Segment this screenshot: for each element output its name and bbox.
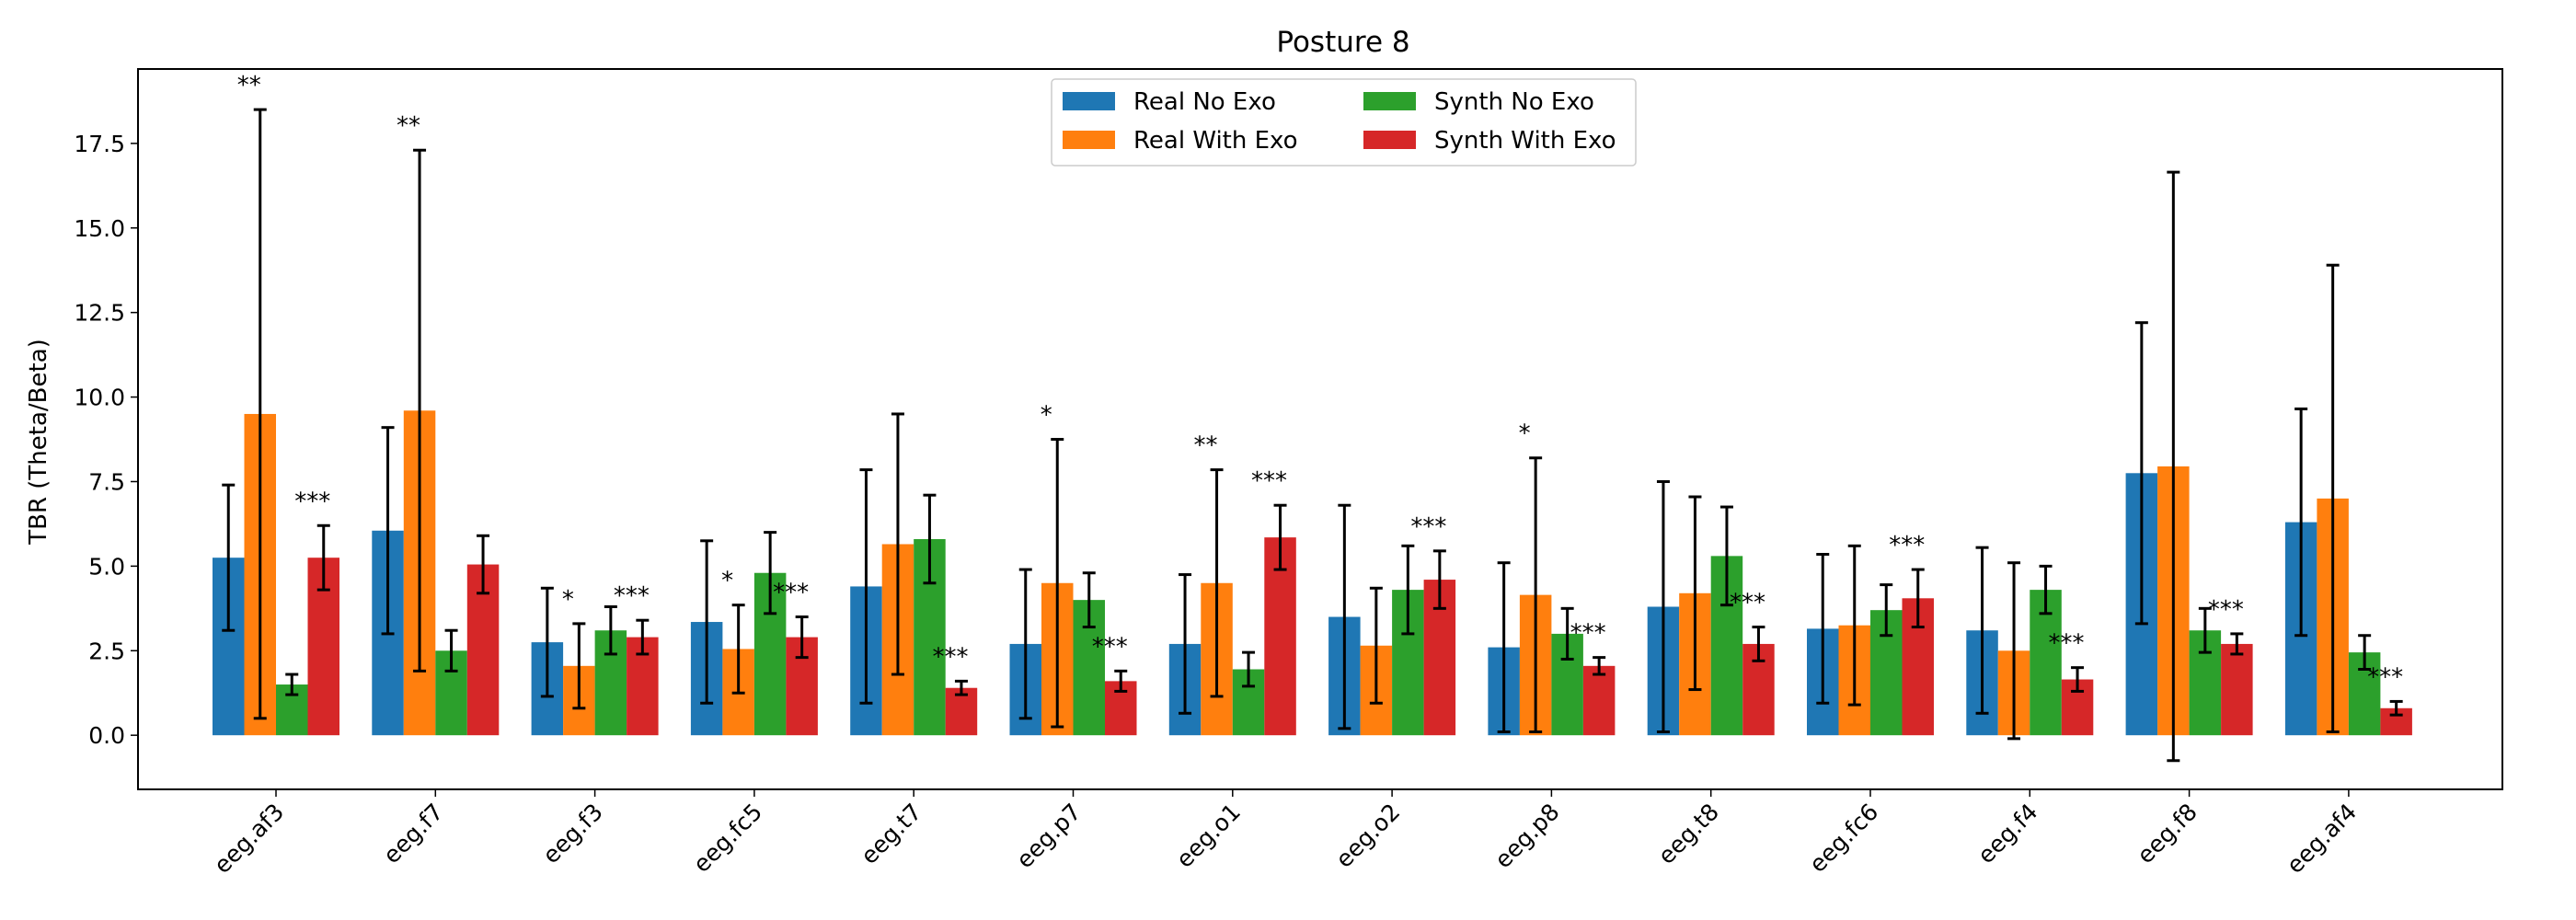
significance-label: ***	[2208, 596, 2244, 624]
bar	[1582, 665, 1616, 736]
x-tick-label: eeg.fc6	[1804, 799, 1883, 878]
x-tick-label: eeg.f3	[537, 799, 608, 869]
x-tick-label: eeg.t7	[856, 799, 926, 869]
significance-label: ***	[1889, 532, 1925, 559]
significance-label: ***	[1251, 467, 1287, 495]
significance-label: ***	[1410, 513, 1446, 541]
plot-frame	[137, 68, 2503, 790]
chart-title: Posture 8	[1276, 26, 1409, 59]
significance-label: **	[237, 72, 261, 99]
y-tick-label: 15.0	[74, 215, 125, 242]
legend-label: Synth No Exo	[1434, 88, 1594, 116]
legend-label: Real With Exo	[1133, 127, 1298, 155]
x-tick-label: eeg.af4	[2282, 799, 2362, 879]
legend-swatch	[1063, 92, 1115, 110]
x-tick-label: eeg.p8	[1489, 799, 1565, 874]
significance-label: ***	[773, 580, 809, 607]
legend-box	[1051, 78, 1637, 167]
significance-label: ***	[294, 488, 330, 515]
significance-label: ***	[2367, 663, 2403, 691]
legend-swatch	[1363, 92, 1416, 110]
significance-label: ***	[1730, 590, 1765, 617]
x-tick-label: eeg.f8	[2132, 799, 2202, 869]
significance-label: ***	[1570, 620, 1606, 648]
x-tick-label: eeg.o1	[1171, 799, 1246, 873]
y-tick-label: 12.5	[74, 300, 125, 327]
x-tick-label: eeg.fc5	[688, 799, 767, 878]
y-tick-label: 7.5	[88, 468, 125, 495]
legend-swatch	[1363, 131, 1416, 149]
significance-label: **	[1194, 432, 1218, 460]
x-tick-label: eeg.p7	[1011, 799, 1087, 874]
x-tick-label: eeg.af3	[209, 799, 289, 879]
x-tick-label: eeg.o2	[1330, 799, 1405, 873]
significance-label: ***	[2049, 630, 2085, 658]
plot-area: 0.0 2.5 5.0 7.5 10.0 12.5 15.0 17.5 eeg.af3 eeg.f…	[74, 72, 2412, 879]
y-tick-label: 5.0	[88, 553, 125, 580]
x-tick-label: eeg.t8	[1653, 799, 1724, 869]
significance-label: *	[1519, 420, 1531, 448]
legend: Real No Exo Real With Exo Synth No Exo Synt…	[1051, 78, 1637, 167]
y-axis-label: TBR (Theta/Beta)	[25, 339, 52, 546]
legend-swatch	[1063, 131, 1115, 149]
legend-label: Real No Exo	[1133, 88, 1276, 116]
x-tick-label: eeg.f7	[378, 799, 449, 869]
significance-label: *	[562, 586, 574, 614]
significance-label: ***	[932, 643, 968, 671]
significance-label: *	[721, 568, 733, 595]
x-tick-label: eeg.f4	[1972, 799, 2043, 869]
significance-label: *	[1041, 402, 1052, 430]
y-tick-label: 10.0	[74, 385, 125, 411]
y-tick-label: 0.0	[88, 722, 125, 749]
y-tick-label: 17.5	[74, 131, 125, 157]
significance-label: ***	[614, 582, 650, 610]
legend-label: Synth With Exo	[1434, 127, 1616, 155]
y-tick-label: 2.5	[88, 638, 125, 664]
significance-label: ***	[1092, 633, 1128, 661]
bar	[2221, 643, 2253, 736]
significance-label: **	[397, 112, 420, 140]
